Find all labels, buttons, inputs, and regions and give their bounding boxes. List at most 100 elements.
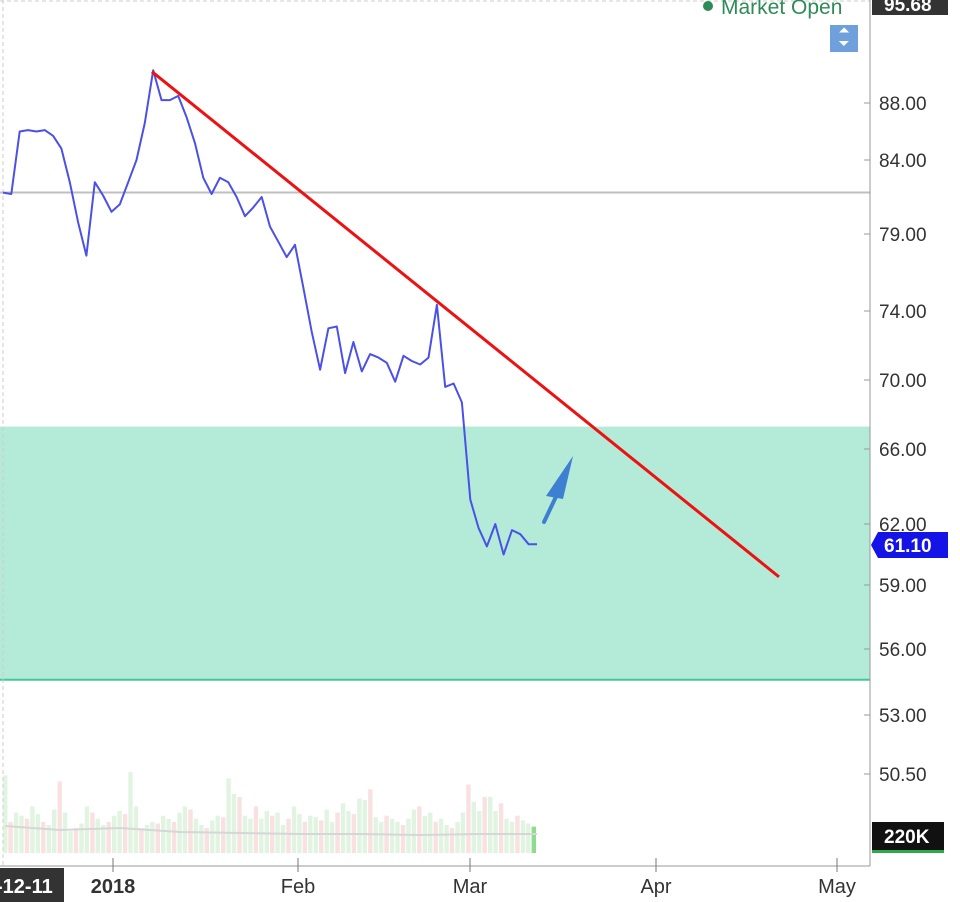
market-open-label: Market Open bbox=[721, 0, 842, 19]
volume-bar bbox=[226, 778, 231, 853]
y-tick-label: 53.00 bbox=[879, 706, 927, 727]
volume-bar bbox=[264, 811, 269, 853]
volume-bar bbox=[346, 811, 351, 853]
last-price-tag: 61.10 bbox=[871, 532, 948, 558]
x-tick-label: Mar bbox=[453, 876, 488, 898]
y-tick-label: 66.00 bbox=[879, 440, 927, 461]
volume-bar bbox=[444, 825, 449, 853]
volume-bar bbox=[340, 803, 346, 853]
volume-bar bbox=[438, 818, 444, 853]
status-dot-icon bbox=[703, 1, 713, 11]
red-trend-line bbox=[151, 70, 780, 579]
volume-bar bbox=[471, 801, 476, 853]
volume-bar bbox=[73, 828, 79, 853]
y-tick-label: 79.00 bbox=[879, 225, 927, 246]
volume-bar bbox=[477, 811, 482, 853]
volume-bar bbox=[417, 806, 422, 853]
x-tick-label: Apr bbox=[640, 876, 671, 898]
y-tick-label: 74.00 bbox=[879, 302, 927, 323]
volume-bar bbox=[199, 825, 204, 853]
volume-bar bbox=[449, 828, 455, 853]
volume-bar bbox=[231, 793, 237, 853]
volume-bar bbox=[166, 818, 171, 853]
volume-bar bbox=[455, 821, 460, 853]
volume-bar bbox=[389, 818, 395, 853]
y-tick-label: 62.00 bbox=[879, 515, 927, 536]
volume-bar bbox=[493, 811, 498, 853]
volume-bar bbox=[313, 817, 318, 853]
x-tick-label: 2018 bbox=[91, 876, 136, 898]
y-axis: 88.00 84.00 79.00 74.00 70.00 66.00 62.00 59.00… bbox=[864, 94, 927, 786]
volume-bar bbox=[161, 815, 166, 853]
volume-bar bbox=[95, 818, 100, 853]
volume-bar bbox=[221, 817, 226, 853]
volume-value: 220K bbox=[884, 827, 930, 848]
volume-bar bbox=[155, 823, 160, 853]
y-tick-label: 56.00 bbox=[879, 640, 927, 661]
y-tick-label: 84.00 bbox=[879, 151, 927, 172]
x-label-first-date: -12-11 bbox=[0, 876, 53, 898]
y-tick-label: 59.00 bbox=[879, 576, 927, 597]
volume-bar bbox=[144, 825, 150, 853]
volume-bar bbox=[112, 815, 117, 853]
volume-bar bbox=[504, 818, 509, 853]
up-arrow-icon bbox=[542, 456, 573, 524]
volume-bar bbox=[329, 821, 335, 853]
collapse-vertical-icon[interactable]: ⏶ ⏷ bbox=[830, 24, 858, 52]
volume-bar bbox=[433, 821, 438, 853]
volume-bar bbox=[237, 797, 242, 853]
volume-bar bbox=[13, 812, 19, 853]
volume-bar bbox=[406, 818, 411, 853]
volume-bar bbox=[379, 821, 384, 853]
volume-bar bbox=[368, 789, 373, 853]
top-price-value: 95.68 bbox=[884, 0, 932, 16]
volume-bar bbox=[204, 828, 209, 853]
y-tick-label: 88.00 bbox=[879, 94, 927, 115]
volume-bar bbox=[182, 806, 188, 853]
x-axis: 2018 Feb Mar Apr May bbox=[91, 858, 856, 898]
volume-bar bbox=[460, 812, 466, 853]
volume-bar bbox=[248, 818, 253, 853]
price-series-line bbox=[2, 69, 537, 556]
volume-bar bbox=[35, 814, 41, 853]
volume-bar bbox=[46, 825, 51, 853]
volume-bar bbox=[8, 821, 13, 853]
volume-bar bbox=[362, 800, 367, 853]
volume-bar bbox=[466, 784, 471, 853]
volume-bar bbox=[286, 818, 291, 853]
volume-bar bbox=[335, 812, 340, 853]
volume-bar bbox=[117, 811, 122, 853]
volume-bar bbox=[411, 809, 417, 853]
volume-bar bbox=[509, 821, 515, 853]
volume-bar bbox=[24, 818, 30, 853]
volume-bar bbox=[150, 821, 155, 853]
volume-bar bbox=[395, 821, 400, 853]
volume-bar bbox=[68, 831, 73, 853]
y-tick-label: 50.50 bbox=[879, 765, 927, 786]
volume-bar bbox=[520, 820, 526, 853]
volume-bar bbox=[280, 825, 286, 853]
volume-bar bbox=[19, 815, 24, 853]
market-status: Market Open bbox=[703, 0, 842, 19]
volume-bar bbox=[259, 818, 264, 853]
volume-bar bbox=[400, 825, 406, 853]
volume-bar bbox=[302, 821, 308, 853]
volume-bar bbox=[52, 809, 57, 853]
volume-bar bbox=[62, 812, 68, 853]
x-tick-label: Feb bbox=[281, 876, 315, 898]
volume-bar bbox=[3, 775, 8, 853]
volume-bar bbox=[215, 815, 220, 853]
volume-bar bbox=[531, 826, 536, 853]
volume-bar bbox=[319, 820, 324, 853]
x-tick-label: May bbox=[818, 876, 856, 898]
volume-bar bbox=[171, 821, 177, 853]
volume-bar bbox=[498, 803, 504, 853]
volume-bar bbox=[488, 797, 493, 853]
y-tick-label: 70.00 bbox=[879, 371, 927, 392]
volume-bar bbox=[324, 809, 329, 853]
volume-bar bbox=[253, 806, 259, 853]
volume-bar bbox=[30, 806, 35, 853]
volume-bar bbox=[428, 812, 433, 853]
volume-bar bbox=[139, 828, 144, 853]
